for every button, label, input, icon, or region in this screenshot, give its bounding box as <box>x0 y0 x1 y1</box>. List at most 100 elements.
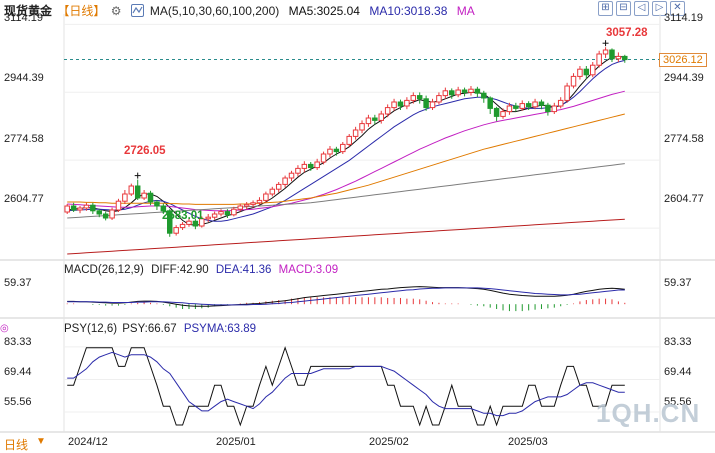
candle-body <box>211 213 218 218</box>
ma-line-ma10 <box>67 59 625 222</box>
candle-body <box>205 216 211 220</box>
high-annotation: 2726.05 <box>124 145 166 157</box>
candle-body <box>404 99 410 107</box>
candle-body <box>308 163 314 169</box>
zoom-out-button[interactable]: ⊟ <box>616 1 631 16</box>
ma-more: MA <box>456 4 475 18</box>
watermark: 1QH.CN <box>596 398 701 428</box>
price-tick: 2604.77 <box>664 193 704 205</box>
candle-body <box>192 220 199 227</box>
candle-body <box>237 205 243 210</box>
candle-body <box>506 105 513 113</box>
candle-body <box>263 193 269 201</box>
candle-body <box>122 193 128 202</box>
psyma-line <box>67 351 625 417</box>
candle-body <box>224 211 231 216</box>
zoom-in-button[interactable]: ⊞ <box>598 1 613 16</box>
ma-toggle-icon[interactable] <box>130 4 144 17</box>
dea-line <box>67 287 625 306</box>
candle-body <box>134 185 141 199</box>
candle-body <box>570 75 577 87</box>
candle-body <box>173 227 179 234</box>
candle-body <box>378 113 384 121</box>
candle-body <box>352 129 359 137</box>
high-annotation: 3057.28 <box>606 27 648 39</box>
candle-body <box>346 135 352 145</box>
candle-body <box>384 107 391 115</box>
dropdown-icon[interactable]: ▼ <box>36 436 46 447</box>
candle-body <box>622 55 628 61</box>
price-tick: 2944.39 <box>664 72 704 84</box>
x-tick-label: 2025/03 <box>508 436 548 448</box>
candle-body <box>141 192 147 199</box>
close-button[interactable]: ✕ <box>670 1 685 16</box>
macd-header: MACD(26,12,9) DIFF:42.90 DEA:41.36 MACD:… <box>64 264 338 276</box>
instrument-title: 现货黄金 <box>4 4 53 18</box>
ma5-value: MA5:3025.04 <box>288 4 360 18</box>
macd-params: MACD(26,12,9) <box>64 264 144 276</box>
candle-body <box>590 64 596 76</box>
chart-header: 现货黄金 【日线】 ⚙ MA(5,10,30,60,100,200) MA5:3… <box>4 2 481 19</box>
macd-tick: 59.37 <box>664 277 692 289</box>
candle-body <box>154 201 160 207</box>
psy-tick: 83.33 <box>4 336 32 348</box>
psy-tick: 69.44 <box>664 366 692 378</box>
candle-body <box>551 105 558 113</box>
settings-icon[interactable]: ⚙ <box>110 4 122 18</box>
candle-body <box>615 55 622 60</box>
psy-value: PSY:66.67 <box>122 323 177 335</box>
current-price-tag: 3026.12 <box>659 53 707 67</box>
candle-body <box>500 111 506 117</box>
candle-body <box>372 117 378 121</box>
ma-line-ma5 <box>67 55 625 226</box>
ma-line-ma60 <box>67 113 625 205</box>
candle-body <box>295 167 301 174</box>
candle-body <box>231 208 237 216</box>
candle-body <box>275 183 282 190</box>
candle-body <box>301 163 308 169</box>
scroll-left-button[interactable]: ◁ <box>634 1 649 16</box>
psy-tick: 55.56 <box>664 396 692 408</box>
candle-body <box>468 88 474 93</box>
candle-body <box>70 205 77 211</box>
candle-body <box>545 104 551 113</box>
candle-body <box>243 203 250 207</box>
candle-body <box>461 89 468 93</box>
candle-body <box>583 68 590 76</box>
candle-body <box>147 192 154 203</box>
candle-body <box>359 123 365 131</box>
period-tab[interactable]: 日线 <box>4 438 29 452</box>
candle-body <box>493 107 500 117</box>
ma-line-ma200 <box>67 218 625 255</box>
candle-body <box>487 97 493 109</box>
candle-body <box>320 153 327 163</box>
candle-body <box>481 92 487 99</box>
candle-body <box>333 148 340 153</box>
candle-body <box>109 209 115 219</box>
period-label[interactable]: 【日线】 <box>57 4 106 18</box>
candle-body <box>416 95 423 100</box>
candle-body <box>269 188 276 195</box>
candle-body <box>557 99 564 107</box>
candle-body <box>115 200 122 211</box>
price-tick: 2774.58 <box>4 133 44 145</box>
candle-body <box>179 223 186 229</box>
psy-line <box>67 346 625 427</box>
psyma-value: PSYMA:63.89 <box>183 323 257 335</box>
psy-tick: 83.33 <box>664 336 692 348</box>
candle-body <box>609 49 615 60</box>
candle-body <box>314 161 320 169</box>
candle-body <box>90 204 96 212</box>
psy-tick: 69.44 <box>4 366 32 378</box>
crosshair-icon[interactable]: ◎ <box>0 323 9 334</box>
psy-header: PSY(12,6) PSY:66.67 PSYMA:63.89 <box>64 323 256 335</box>
low-annotation: 2583.01 <box>162 210 204 222</box>
ma-params: MA(5,10,30,60,100,200) <box>149 4 280 18</box>
candle-body <box>525 103 532 108</box>
candle-body <box>577 68 583 77</box>
candle-body <box>167 210 173 234</box>
candle-body <box>102 213 109 219</box>
candle-body <box>288 172 295 179</box>
x-tick-label: 2025/02 <box>369 436 409 448</box>
